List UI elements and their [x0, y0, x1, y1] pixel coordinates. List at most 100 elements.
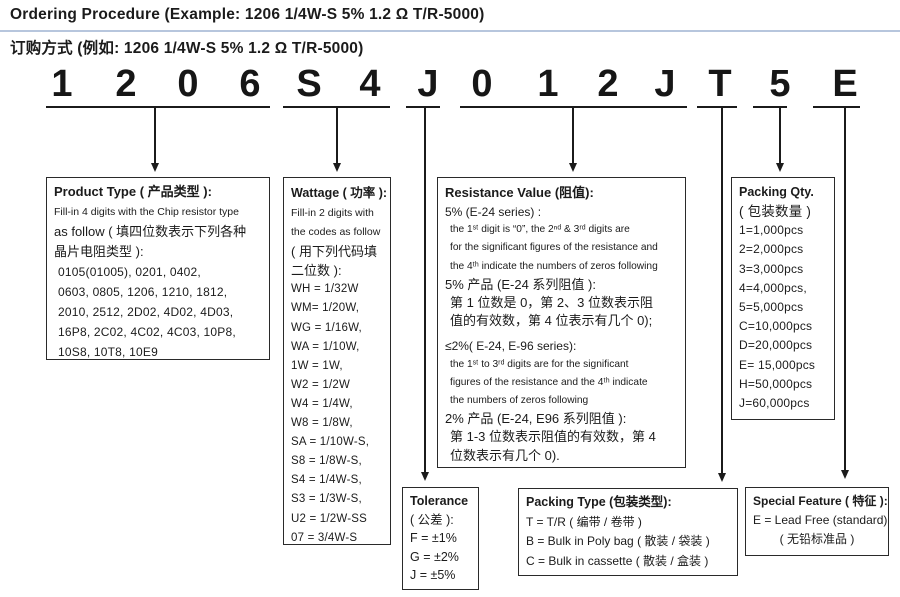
packing-qty-subtitle: ( 包装数量 )	[739, 204, 812, 219]
resistance-line: the 4ᵗʰ indicate the numbers of zeros fo…	[450, 260, 658, 272]
wattage-line: S3 = 1/3W-S,	[291, 493, 362, 506]
wattage-line: Fill-in 2 digits with	[291, 207, 374, 219]
underline-special-feature	[813, 106, 860, 108]
product-type-line: 0105(01005), 0201, 0402,	[58, 265, 201, 279]
arrowhead-packing-qty	[776, 163, 784, 172]
arrowhead-tolerance	[421, 472, 429, 481]
page-title-english: Ordering Procedure (Example: 1206 1/4W-S…	[10, 6, 485, 23]
wattage-line: ( 用下列代码填	[291, 244, 377, 260]
product-type-line: 晶片电阻类型 ):	[54, 244, 144, 259]
tolerance-line: J = ±5%	[410, 568, 456, 582]
title-divider	[0, 30, 900, 32]
underline-resistance	[460, 106, 687, 108]
special-feature-title: Special Feature ( 特征 ):	[753, 494, 888, 508]
wattage-line: WG = 1/16W,	[291, 321, 362, 334]
wattage-line: S8 = 1/8W-S,	[291, 455, 362, 468]
connector-tolerance	[424, 108, 426, 473]
packing-qty-line: D=20,000pcs	[739, 338, 813, 353]
wattage-line: 07 = 3/4W-S	[291, 531, 358, 544]
wattage-line: 1W = 1W,	[291, 359, 343, 372]
connector-packing-qty	[779, 108, 781, 164]
packing-qty-box: Packing Qty. ( 包装数量 ) 1=1,000pcs 2=2,000…	[731, 177, 835, 420]
resistance-title: Resistance Value (阻值):	[445, 185, 594, 200]
code-char-14: E	[832, 63, 858, 105]
resistance-line: 2% 产品 (E-24, E96 系列阻值 ):	[445, 411, 627, 427]
packing-type-line: C = Bulk in cassette ( 散装 / 盒装 )	[526, 553, 709, 568]
code-char-1: 1	[51, 63, 73, 105]
packing-qty-title: Packing Qty.	[739, 185, 814, 199]
packing-qty-line: E= 15,000pcs	[739, 357, 816, 372]
connector-special-feature	[844, 108, 846, 471]
special-feature-line: E = Lead Free (standard)	[753, 513, 888, 527]
arrowhead-product-type	[151, 163, 159, 172]
product-type-line: 16P8, 2C02, 4C02, 4C03, 10P8,	[58, 325, 236, 339]
arrowhead-special-feature	[841, 470, 849, 479]
wattage-line: WM= 1/20W,	[291, 302, 360, 315]
product-type-box: Product Type ( 产品类型 ): Fill-in 4 digits …	[46, 177, 270, 360]
resistance-line: 第 1 位数是 0，第 2、3 位数表示阻	[450, 295, 653, 311]
packing-type-line: T = T/R ( 编带 / 卷带 )	[526, 514, 642, 529]
code-char-9: 1	[537, 63, 559, 105]
code-char-3: 0	[177, 63, 199, 105]
wattage-title: Wattage ( 功率 ):	[291, 186, 388, 200]
resistance-line: 5% (E-24 series) :	[445, 205, 542, 219]
resistance-line: for the significant figures of the resis…	[450, 242, 658, 254]
packing-qty-line: H=50,000pcs	[739, 376, 813, 391]
resistance-value-box: Resistance Value (阻值): 5% (E-24 series) …	[437, 177, 686, 468]
underline-wattage	[283, 106, 390, 108]
resistance-line: the 1ˢᵗ to 3ʳᵈ digits are for the signif…	[450, 358, 629, 370]
tolerance-line: F = ±1%	[410, 531, 457, 545]
product-type-line: 0603, 0805, 1206, 1210, 1812,	[58, 285, 228, 299]
packing-type-line: B = Bulk in Poly bag ( 散装 / 袋装 )	[526, 534, 710, 548]
wattage-line: U2 = 1/2W-SS	[291, 512, 368, 525]
page-title-chinese: 订购方式 (例如: 1206 1/4W-S 5% 1.2 Ω T/R-5000)	[10, 40, 364, 57]
underline-product-type	[46, 106, 270, 108]
underline-packing-type	[697, 106, 737, 108]
resistance-line: 5% 产品 (E-24 系列阻值 ):	[445, 276, 596, 292]
resistance-line: 第 1-3 位数表示阻值的有效数，第 4	[450, 429, 656, 445]
code-char-8: 0	[471, 63, 493, 105]
connector-wattage	[336, 108, 338, 164]
tolerance-subtitle: ( 公差 ):	[410, 512, 454, 527]
packing-type-title: Packing Type (包装类型):	[526, 495, 672, 509]
resistance-line: figures of the resistance and the 4ᵗʰ in…	[450, 376, 648, 388]
underline-tolerance	[406, 106, 440, 108]
wattage-line: WH = 1/32W	[291, 283, 359, 296]
code-char-11: J	[654, 63, 676, 105]
packing-qty-line: C=10,000pcs	[739, 319, 813, 334]
connector-resistance	[572, 108, 574, 164]
resistance-line: 位数表示有几个 0).	[450, 447, 560, 463]
wattage-line: W8 = 1/8W,	[291, 417, 353, 430]
packing-qty-line: 3=3,000pcs	[739, 261, 804, 276]
resistance-line: ≤2%( E-24, E-96 series):	[445, 339, 577, 354]
product-type-line: 10S8, 10T8, 10E9	[58, 345, 158, 359]
resistance-line: 值的有效数，第 4 位表示有几个 0);	[450, 313, 653, 329]
connector-packing-type	[721, 108, 723, 474]
code-char-13: 5	[769, 63, 791, 105]
code-char-12: T	[708, 63, 732, 105]
code-char-10: 2	[597, 63, 619, 105]
wattage-box: Wattage ( 功率 ): Fill-in 2 digits with th…	[283, 177, 391, 545]
code-char-2: 2	[115, 63, 137, 105]
resistance-line: the 1ˢᵗ digit is “0”, the 2ⁿᵈ & 3ʳᵈ digi…	[450, 224, 630, 236]
product-type-line: 2010, 2512, 2D02, 4D02, 4D03,	[58, 305, 234, 319]
resistance-line: the numbers of zeros following	[450, 395, 589, 407]
code-char-4: 6	[239, 63, 261, 105]
special-feature-line: ( 无铅标准品 )	[779, 532, 855, 546]
product-type-title: Product Type ( 产品类型 ):	[54, 184, 212, 199]
wattage-line: W4 = 1/4W,	[291, 397, 353, 410]
tolerance-box: Tolerance ( 公差 ): F = ±1% G = ±2% J = ±5…	[402, 487, 479, 590]
packing-type-box: Packing Type (包装类型): T = T/R ( 编带 / 卷带 )…	[518, 488, 738, 576]
special-feature-box: Special Feature ( 特征 ): E = Lead Free (s…	[745, 487, 889, 556]
packing-qty-line: 1=1,000pcs	[739, 223, 804, 238]
wattage-line: S4 = 1/4W-S,	[291, 474, 362, 487]
underline-packing-qty	[753, 106, 787, 108]
wattage-line: W2 = 1/2W	[291, 378, 350, 391]
wattage-line: WA = 1/10W,	[291, 340, 360, 353]
arrowhead-packing-type	[718, 473, 726, 482]
tolerance-line: G = ±2%	[410, 549, 459, 564]
product-type-line: as follow ( 填四位数表示下列各种	[54, 224, 247, 239]
product-type-line: Fill-in 4 digits with the Chip resistor …	[54, 206, 239, 218]
wattage-line: 二位数 ):	[291, 263, 342, 279]
